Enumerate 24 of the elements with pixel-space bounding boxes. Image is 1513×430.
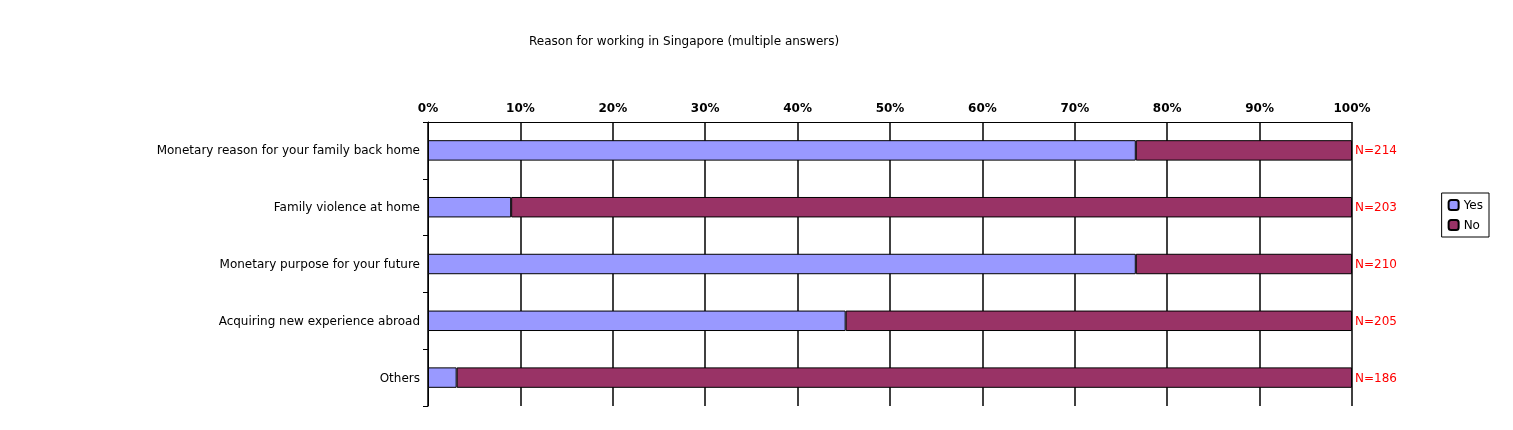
y-tick-label: Acquiring new experience abroad xyxy=(218,313,420,328)
x-tick-label: 0% xyxy=(417,101,439,115)
x-tick-label: 70% xyxy=(1060,101,1090,115)
y-tick-label: Family violence at home xyxy=(273,200,420,215)
chart-title: Reason for working in Singapore (multiple answers) xyxy=(529,34,840,48)
y-tick-label: Others xyxy=(379,370,420,385)
x-tick-label: 100% xyxy=(1333,101,1371,115)
x-tick-label: 40% xyxy=(783,101,812,115)
x-tick-label: 90% xyxy=(1245,101,1274,115)
legend-label: No xyxy=(1463,218,1480,232)
y-tick-label: Monetary purpose for your future xyxy=(219,257,420,271)
text: N=203 xyxy=(1355,200,1397,215)
text: N=210 xyxy=(1355,257,1397,271)
x-tick-label: 30% xyxy=(690,101,720,115)
x-tick-label: 20% xyxy=(598,101,628,115)
text: N=186 xyxy=(1355,370,1397,385)
x-tick-label: 10% xyxy=(506,101,535,115)
text: N=205 xyxy=(1355,313,1397,328)
x-tick-label: 60% xyxy=(968,101,997,115)
y-tick-label: Monetary reason for your family back home xyxy=(156,143,420,158)
text: N=214 xyxy=(1355,143,1397,158)
x-tick-label: 50% xyxy=(875,101,905,115)
x-tick-label: 80% xyxy=(1152,101,1182,115)
legend-label: Yes xyxy=(1462,198,1483,212)
